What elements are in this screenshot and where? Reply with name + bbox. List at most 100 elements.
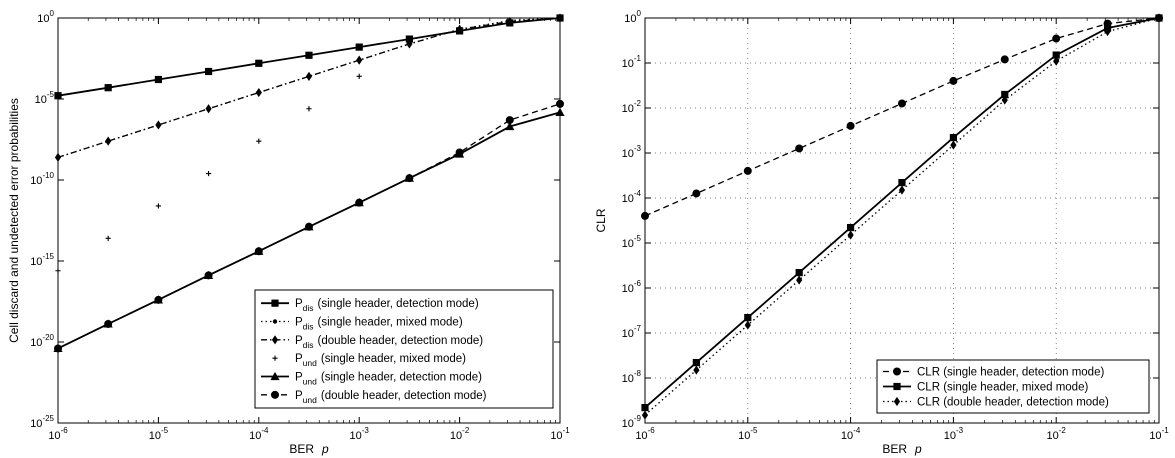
data-point <box>1052 34 1061 43</box>
data-point <box>949 133 957 142</box>
data-point <box>204 67 213 76</box>
data-point <box>154 295 163 304</box>
x-axis-title: BER p <box>882 442 922 456</box>
legend-marker <box>893 396 901 407</box>
series-6 <box>54 99 564 353</box>
y-tick-label: 10-7 <box>622 324 642 340</box>
data-point <box>204 271 213 280</box>
x-tick-label: 10-3 <box>944 426 964 442</box>
x-tick-label: 10-1 <box>1149 426 1169 442</box>
data-point <box>1053 56 1060 66</box>
data-point <box>405 35 413 43</box>
legend-box <box>254 289 554 409</box>
y-tick-label: 100 <box>37 9 54 25</box>
y-tick-label: 10-4 <box>622 189 642 205</box>
data-point <box>505 121 515 131</box>
legend-label: CLR (single header, mixed mode) <box>917 382 1088 394</box>
data-point <box>897 99 906 108</box>
data-point <box>355 43 363 51</box>
x-tick-label: 10-5 <box>149 426 169 442</box>
series-4 <box>55 20 513 274</box>
data-point <box>1052 51 1060 59</box>
legend-label: Pund (single header, mixed mode) <box>295 353 466 368</box>
legend-marker <box>272 319 278 324</box>
legend-label: Pdis (single header, mixed mode) <box>295 317 463 332</box>
data-point <box>796 275 803 285</box>
plot-area <box>645 18 1159 423</box>
x-tick-label: 10-4 <box>841 426 861 442</box>
legend-marker <box>271 335 279 345</box>
data-point <box>356 55 363 65</box>
data-point <box>795 268 803 277</box>
legend-label: Pund (double header, detection mode) <box>295 390 487 405</box>
data-point <box>155 120 162 130</box>
axes-frame <box>644 17 1160 424</box>
data-point <box>507 20 513 26</box>
legend-marker <box>893 382 901 391</box>
data-point <box>256 138 262 144</box>
legend-marker <box>271 299 279 307</box>
y-axis-title: CLR <box>594 208 608 232</box>
y-tick-label: 10-15 <box>30 252 54 268</box>
legend-marker <box>271 390 279 399</box>
x-tick-label: 10-6 <box>635 426 655 442</box>
data-point <box>692 189 701 198</box>
data-point <box>847 223 855 232</box>
data-point <box>457 25 463 31</box>
data-point <box>847 230 854 240</box>
data-point <box>692 358 700 367</box>
legend-label: CLR (single header, detection mode) <box>917 367 1104 379</box>
legend-label: Pdis (single header, detection mode) <box>295 298 479 313</box>
y-tick-label: 10-1 <box>622 54 642 70</box>
legend-2: CLR (single header, detection mode) CLR (… <box>876 359 1150 414</box>
data-point <box>105 136 112 146</box>
x-axis-title: BER p <box>289 442 329 456</box>
data-point <box>949 76 958 85</box>
data-point <box>950 140 957 150</box>
data-point <box>255 87 262 98</box>
legend-marker <box>270 371 280 381</box>
y-tick-label: 10-9 <box>622 414 642 430</box>
legend-label: Pdis (double header, detection mode) <box>295 335 483 350</box>
data-point <box>1001 90 1009 99</box>
chart-2: 10-6 10-5 10-4 10-3 10-2 10-1 100 10-1 10-2 10-3 1… <box>594 9 1169 456</box>
data-point <box>795 144 804 153</box>
x-tick-label: 10-4 <box>249 426 269 442</box>
x-tick-label: 10-2 <box>450 426 470 442</box>
data-point <box>1000 55 1009 64</box>
data-point <box>105 235 111 241</box>
data-point <box>355 198 364 207</box>
data-point <box>455 148 464 157</box>
series-line <box>644 17 1160 416</box>
data-point <box>406 41 412 47</box>
data-point <box>846 121 855 130</box>
data-point <box>306 106 312 112</box>
y-tick-label: 10-5 <box>622 234 642 250</box>
data-point <box>305 71 313 81</box>
data-point <box>154 75 162 84</box>
data-point <box>743 166 752 175</box>
data-point <box>356 73 362 79</box>
y-tick-label: 10-6 <box>622 279 642 295</box>
y-tick-label: 10-2 <box>622 99 642 115</box>
data-point <box>898 178 906 187</box>
data-point <box>305 51 313 59</box>
data-point <box>744 320 751 330</box>
data-point <box>205 170 212 177</box>
y-tick-label: 10-8 <box>622 369 642 385</box>
y-tick-label: 10-10 <box>30 171 54 187</box>
x-tick-label: 10-5 <box>738 426 758 442</box>
data-point <box>104 319 113 328</box>
axes-frame <box>57 17 561 424</box>
data-point <box>1001 95 1008 105</box>
y-tick-label: 10-3 <box>622 144 642 160</box>
y-tick-label: 100 <box>624 9 641 25</box>
legend-1: Pdis (single header, detection mode) Pdis(… <box>254 289 554 409</box>
y-tick-label: 10-25 <box>30 414 54 430</box>
x-tick-label: 10-3 <box>350 426 370 442</box>
legend-label: Pund (single header, detection mode) <box>295 372 482 387</box>
data-point <box>155 203 161 209</box>
data-point <box>505 116 514 125</box>
legend-box <box>876 359 1150 414</box>
